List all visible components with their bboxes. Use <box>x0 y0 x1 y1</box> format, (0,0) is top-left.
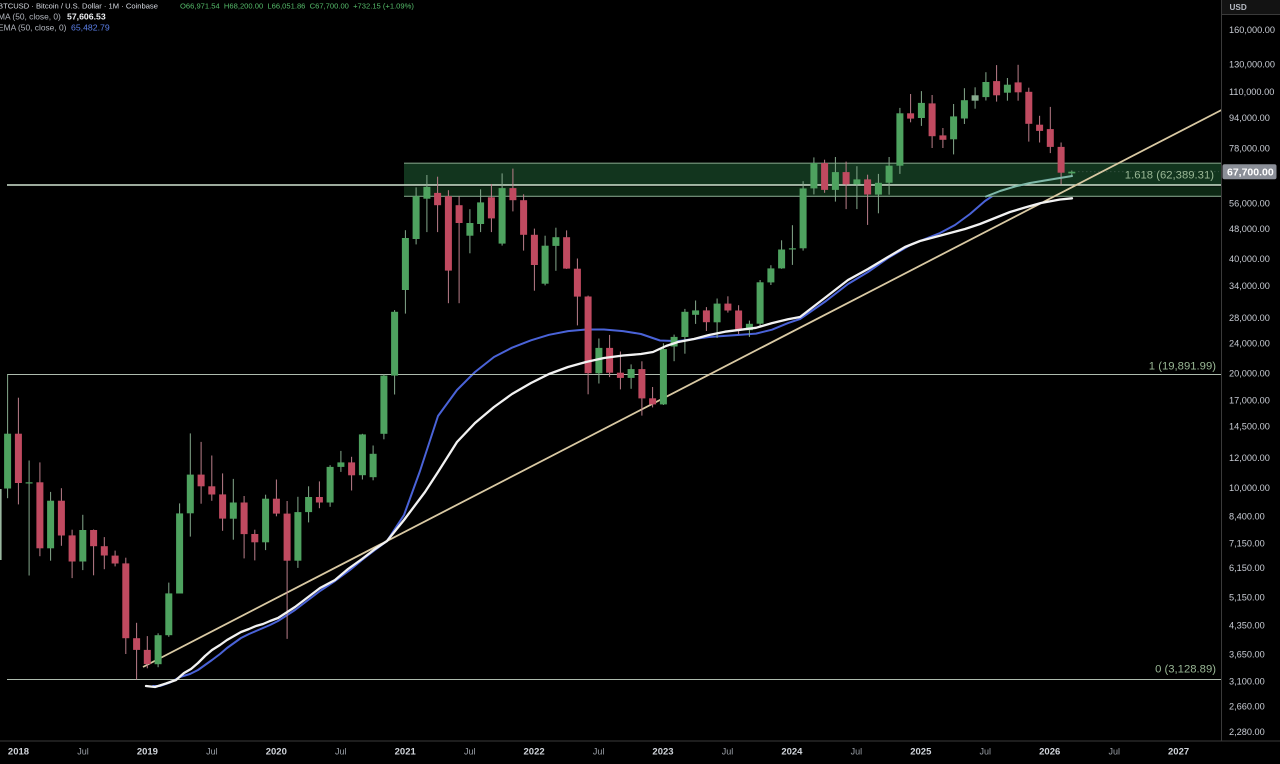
svg-text:160,000.00: 160,000.00 <box>1229 25 1275 35</box>
svg-text:EMA (50, close, 0): EMA (50, close, 0) <box>0 22 67 32</box>
svg-text:34,000.00: 34,000.00 <box>1229 281 1270 291</box>
svg-text:2024: 2024 <box>781 747 803 758</box>
svg-text:2027: 2027 <box>1168 747 1189 758</box>
svg-text:10,000.00: 10,000.00 <box>1229 483 1270 493</box>
svg-text:2026: 2026 <box>1039 747 1060 758</box>
svg-text:2018: 2018 <box>8 747 29 758</box>
svg-text:14,500.00: 14,500.00 <box>1229 422 1270 432</box>
svg-text:2025: 2025 <box>910 747 932 758</box>
svg-text:67,700.00: 67,700.00 <box>1227 167 1274 179</box>
svg-text:8,400.00: 8,400.00 <box>1229 512 1265 522</box>
svg-text:12,000.00: 12,000.00 <box>1229 453 1270 463</box>
svg-text:2019: 2019 <box>137 747 158 758</box>
svg-text:Jul: Jul <box>1108 747 1120 757</box>
svg-text:Jul: Jul <box>593 747 605 757</box>
svg-text:130,000.00: 130,000.00 <box>1229 59 1275 69</box>
svg-text:7,150.00: 7,150.00 <box>1229 538 1265 548</box>
svg-text:2,660.00: 2,660.00 <box>1229 702 1265 712</box>
svg-text:Jul: Jul <box>206 747 218 757</box>
svg-text:24,000.00: 24,000.00 <box>1229 338 1270 348</box>
svg-text:Jul: Jul <box>464 747 476 757</box>
svg-text:57,606.53: 57,606.53 <box>67 12 106 22</box>
svg-text:Jul: Jul <box>77 747 89 757</box>
svg-text:78,000.00: 78,000.00 <box>1229 144 1270 154</box>
svg-text:1 (19,891.99): 1 (19,891.99) <box>1149 361 1216 373</box>
svg-text:3,650.00: 3,650.00 <box>1229 649 1265 659</box>
svg-text:48,000.00: 48,000.00 <box>1229 224 1270 234</box>
svg-text:Jul: Jul <box>979 747 991 757</box>
svg-text:4,350.00: 4,350.00 <box>1229 620 1265 630</box>
svg-text:2,280.00: 2,280.00 <box>1229 727 1265 737</box>
svg-text:BTCUSD · Bitcoin / U.S. Dollar: BTCUSD · Bitcoin / U.S. Dollar · 1M · Co… <box>0 1 158 10</box>
svg-text:Jul: Jul <box>851 747 863 757</box>
svg-text:20,000.00: 20,000.00 <box>1229 368 1270 378</box>
svg-text:2023: 2023 <box>652 747 673 758</box>
svg-text:28,000.00: 28,000.00 <box>1229 313 1270 323</box>
svg-text:1.618 (62,389.31): 1.618 (62,389.31) <box>1125 170 1214 182</box>
svg-text:56,000.00: 56,000.00 <box>1229 198 1270 208</box>
svg-text:Jul: Jul <box>335 747 347 757</box>
svg-text:2022: 2022 <box>524 747 545 758</box>
svg-text:2021: 2021 <box>395 747 417 758</box>
svg-text:17,000.00: 17,000.00 <box>1229 395 1270 405</box>
svg-text:40,000.00: 40,000.00 <box>1229 254 1270 264</box>
svg-text:3,100.00: 3,100.00 <box>1229 676 1265 686</box>
svg-text:110,000.00: 110,000.00 <box>1229 87 1274 97</box>
svg-text:MA (50, close, 0): MA (50, close, 0) <box>0 12 61 22</box>
svg-text:5,150.00: 5,150.00 <box>1229 593 1265 603</box>
svg-text:0 (3,128.89): 0 (3,128.89) <box>1155 664 1216 676</box>
svg-text:O66,971.54 H68,200.00 L66,05: O66,971.54 H68,200.00 L66,051.86 C67,700… <box>180 1 414 10</box>
svg-text:65,482.79: 65,482.79 <box>71 22 110 32</box>
svg-text:Jul: Jul <box>722 747 734 757</box>
svg-text:2020: 2020 <box>266 747 287 758</box>
svg-text:94,000.00: 94,000.00 <box>1229 113 1270 123</box>
svg-text:6,150.00: 6,150.00 <box>1229 563 1265 573</box>
svg-text:USD: USD <box>1230 3 1247 12</box>
